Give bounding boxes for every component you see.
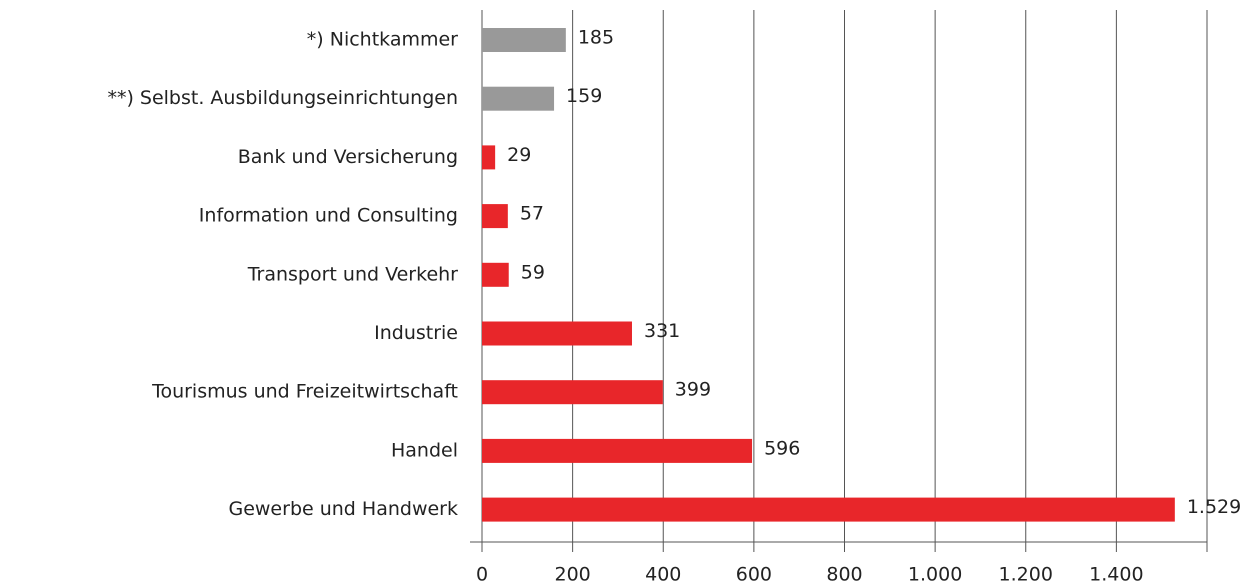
y-tick-label: **) Selbst. Ausbildungseinrichtungen: [107, 87, 458, 109]
y-tick-label: *) Nichtkammer: [307, 29, 458, 51]
x-tick-label: 200: [554, 564, 590, 586]
bar: [482, 204, 508, 229]
x-tick-label: 1.000: [908, 564, 962, 586]
y-tick-label: Bank und Versicherung: [238, 146, 458, 168]
x-tick-label: 1.200: [999, 564, 1053, 586]
value-label: 331: [644, 320, 680, 342]
y-tick-label: Industrie: [374, 322, 458, 344]
value-label: 596: [764, 437, 800, 459]
bar: [482, 321, 632, 346]
value-label: 1.529: [1187, 496, 1241, 518]
bar: [482, 497, 1175, 522]
x-tick-label: 0: [476, 564, 488, 586]
y-tick-label: Handel: [391, 439, 458, 461]
x-tick-label: 600: [736, 564, 772, 586]
bar: [482, 262, 509, 287]
x-tick-label: 1.400: [1089, 564, 1143, 586]
y-tick-label: Gewerbe und Handwerk: [228, 498, 458, 520]
value-label: 159: [566, 85, 602, 107]
value-label: 59: [521, 261, 545, 283]
bar: [482, 28, 566, 52]
bar: [482, 86, 555, 111]
bar: [482, 380, 663, 405]
value-label: 185: [578, 27, 614, 49]
bar: [482, 145, 496, 170]
x-tick-label: 400: [645, 564, 681, 586]
x-tick-label: 800: [826, 564, 862, 586]
value-label: 57: [520, 203, 544, 225]
y-tick-label: Tourismus und Freizeitwirtschaft: [151, 381, 458, 403]
bar: [482, 438, 753, 463]
y-tick-label: Information und Consulting: [199, 205, 458, 227]
value-label: 399: [675, 379, 711, 401]
value-label: 29: [507, 144, 531, 166]
y-tick-label: Transport und Verkehr: [247, 263, 458, 285]
